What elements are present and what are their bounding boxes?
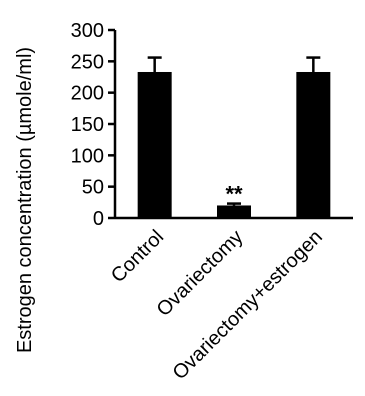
x-tick-label: Control <box>107 226 168 287</box>
y-tick-label: 250 <box>71 51 104 73</box>
y-tick-label: 300 <box>71 20 104 42</box>
y-tick-label: 150 <box>71 114 104 136</box>
y-tick-label: 0 <box>93 208 104 230</box>
y-axis-label: Estrogen concentration (µmole/ml) <box>14 47 36 353</box>
bar <box>217 205 251 218</box>
y-axis-ticks: 0 50 100 150 200 250 300 <box>71 20 115 230</box>
y-tick-label: 200 <box>71 83 104 105</box>
significance-marker: ** <box>225 182 243 207</box>
bar <box>137 71 172 218</box>
y-tick-label: 100 <box>71 145 104 167</box>
bar <box>296 71 331 218</box>
bars-layer: ** <box>137 56 331 218</box>
y-tick-label: 50 <box>82 177 104 199</box>
x-tick-label: Ovariectomy+estrogen <box>169 226 327 384</box>
